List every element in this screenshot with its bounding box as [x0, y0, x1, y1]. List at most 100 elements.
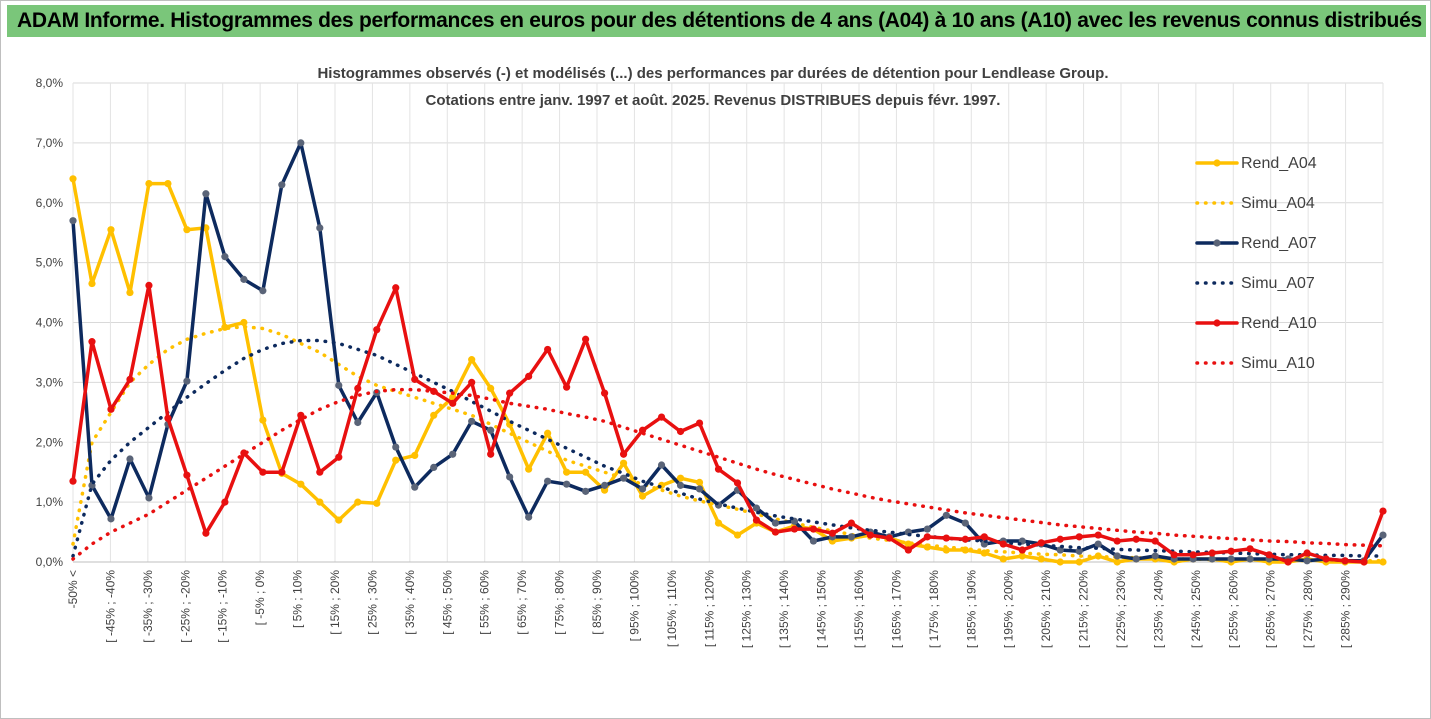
data-point — [885, 534, 893, 542]
data-point — [506, 389, 514, 397]
data-point — [525, 465, 533, 473]
data-point — [752, 504, 761, 512]
x-tick-label: [ 175% ; 180% — [927, 570, 941, 648]
data-point — [221, 253, 229, 261]
data-point — [942, 511, 950, 519]
data-point — [487, 450, 495, 458]
data-point — [525, 372, 533, 380]
legend-marker — [1213, 239, 1221, 247]
y-tick-label: 5,0% — [36, 256, 64, 270]
data-point — [1151, 552, 1159, 560]
data-point — [1075, 547, 1083, 555]
data-point — [904, 546, 912, 554]
y-tick-label: 1,0% — [36, 495, 64, 509]
data-point — [392, 456, 400, 464]
data-point — [1322, 555, 1330, 563]
data-point — [714, 465, 723, 473]
data-point — [411, 483, 419, 491]
chart-title: Histogrammes observés (-) et modélisés (… — [317, 65, 1108, 82]
data-point — [88, 279, 96, 288]
x-tick-label: [ 5% ; 10% — [291, 570, 305, 628]
data-point — [1379, 507, 1387, 515]
data-point — [1341, 557, 1349, 565]
x-tick-label: [ -25% ; -20% — [178, 570, 192, 643]
data-point — [582, 335, 590, 343]
data-point — [1037, 555, 1045, 563]
data-point — [69, 477, 77, 485]
data-point — [1379, 531, 1387, 539]
data-point — [202, 190, 210, 198]
data-point — [487, 384, 495, 392]
x-tick-label: [ 155% ; 160% — [852, 570, 866, 648]
data-point — [942, 534, 950, 542]
series-line-rend-a04 — [71, 177, 1385, 564]
data-point — [107, 405, 115, 413]
legend-label: Simu_A04 — [1241, 195, 1315, 212]
y-tick-label: 0,0% — [36, 555, 64, 569]
data-point — [1170, 551, 1178, 559]
data-point — [126, 288, 134, 297]
data-point — [506, 473, 514, 481]
data-point — [733, 479, 742, 487]
data-point — [1151, 537, 1159, 545]
data-point — [619, 450, 628, 458]
data-point — [999, 555, 1007, 563]
series-line-simu-a10 — [71, 387, 1385, 561]
data-point — [164, 179, 172, 188]
legend-label: Simu_A10 — [1241, 355, 1315, 372]
data-point — [544, 429, 552, 437]
x-tick-label: [ 255% ; 260% — [1226, 570, 1240, 648]
data-point — [468, 417, 476, 425]
data-point — [487, 426, 495, 434]
data-point — [847, 533, 856, 541]
data-point — [126, 375, 134, 383]
data-point — [411, 451, 419, 460]
data-point — [1132, 535, 1140, 543]
data-point — [676, 474, 685, 482]
data-point — [619, 474, 628, 482]
data-point — [183, 377, 191, 385]
data-point — [69, 175, 77, 183]
data-point — [1037, 539, 1045, 547]
legend-label: Rend_A07 — [1241, 235, 1317, 252]
data-point — [1246, 555, 1254, 563]
data-point — [278, 181, 286, 189]
data-point — [430, 463, 438, 471]
data-point — [1189, 551, 1197, 559]
data-point — [657, 461, 666, 469]
data-point — [676, 481, 685, 489]
data-point — [259, 287, 267, 295]
y-tick-label: 3,0% — [36, 375, 64, 389]
x-tick-label: [ 215% ; 220% — [1077, 570, 1091, 648]
legend-label: Rend_A04 — [1241, 155, 1317, 172]
data-point — [638, 492, 647, 500]
data-point — [1208, 549, 1216, 557]
data-point — [107, 515, 115, 523]
x-tick-label: [ 245% ; 250% — [1189, 570, 1203, 648]
data-point — [1360, 558, 1368, 566]
data-point — [392, 443, 400, 451]
y-tick-label: 8,0% — [36, 76, 64, 90]
data-point — [582, 487, 590, 495]
data-point — [1018, 546, 1026, 554]
data-point — [752, 516, 761, 524]
data-point — [619, 459, 628, 467]
data-point — [733, 531, 742, 539]
data-point — [1265, 551, 1273, 559]
data-point — [221, 498, 229, 506]
data-point — [183, 226, 191, 234]
series-lines — [69, 139, 1387, 566]
data-point — [316, 468, 324, 476]
x-tick-label: [ 115% ; 120% — [702, 570, 716, 647]
data-point — [468, 378, 476, 386]
data-point — [980, 533, 988, 541]
data-point — [145, 179, 153, 188]
data-point — [771, 519, 780, 527]
x-tick-label: [ -5% ; 0% — [253, 570, 267, 626]
x-tick-label: [ 265% ; 270% — [1264, 570, 1278, 648]
y-tick-label: 2,0% — [36, 435, 64, 449]
data-point — [354, 384, 362, 392]
data-point — [392, 284, 400, 292]
data-point — [1208, 555, 1216, 563]
